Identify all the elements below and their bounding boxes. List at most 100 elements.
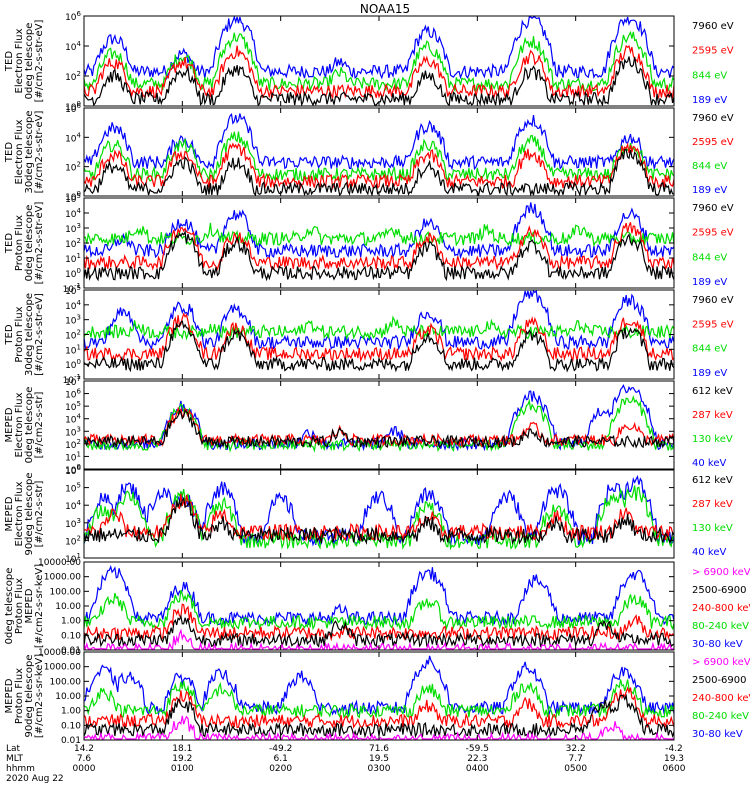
y-tick-label: 106 bbox=[65, 10, 81, 23]
y-axis-label-line: Proton Flux bbox=[14, 578, 25, 634]
y-tick-label: 101 bbox=[65, 450, 81, 463]
series-130-kev bbox=[84, 485, 674, 551]
series-group bbox=[84, 384, 674, 453]
y-tick-label: 101 bbox=[65, 552, 81, 565]
figure-title: NOAA15 bbox=[360, 2, 410, 16]
legend-240-800-kev: 240-800 keV bbox=[692, 603, 750, 614]
y-tick-label: 104 bbox=[65, 413, 81, 426]
y-axis-label-line: MEPED bbox=[24, 588, 35, 623]
y-tick-label: 104 bbox=[65, 499, 81, 512]
series-group bbox=[84, 16, 674, 106]
y-tick-label: 1000.00 bbox=[44, 663, 81, 673]
y-axis-label-line: [#/cm2-s-str-eV] bbox=[34, 202, 45, 285]
legend-844-ev: 844 eV bbox=[692, 344, 727, 355]
legend-30-80-kev: 30-80 keV bbox=[692, 639, 743, 650]
x-row-name-mlt: MLT bbox=[6, 754, 24, 764]
panel-1: 100 102 104 106 TEDElectron Flux0deg telesco… bbox=[4, 10, 734, 113]
legend-30-80-kev: 30-80 keV bbox=[692, 729, 743, 740]
y-tick-label: 101 bbox=[65, 343, 81, 356]
y-tick-label: 0.10 bbox=[61, 721, 81, 731]
y-axis-label-line: [#/cm2-s-str-eV] bbox=[34, 20, 45, 103]
y-tick-label: 106 bbox=[65, 388, 81, 401]
y-tick-label: 102 bbox=[65, 161, 81, 174]
legend-7960-ev: 7960 eV bbox=[692, 113, 734, 124]
x-row-value-lat: -49.2 bbox=[269, 744, 292, 754]
y-tick-label: 103 bbox=[65, 314, 81, 327]
x-row-value-mlt: 7.6 bbox=[77, 754, 92, 764]
series-2595-ev bbox=[84, 222, 674, 272]
series-612-kev bbox=[84, 409, 674, 449]
legend-189-ev: 189 eV bbox=[692, 277, 727, 288]
y-axis-label-line: Electron Flux bbox=[14, 119, 25, 184]
y-tick-label: 105 bbox=[65, 482, 81, 495]
y-tick-label: 107 bbox=[65, 375, 81, 388]
x-row-value-lat: 18.1 bbox=[172, 744, 192, 754]
y-tick-label: 1000.00 bbox=[44, 573, 81, 583]
legend-287-kev: 287 keV bbox=[692, 499, 733, 510]
series-844-ev bbox=[84, 222, 674, 248]
series-240-800-kev bbox=[84, 686, 674, 730]
legend-2595-ev: 2595 eV bbox=[692, 319, 734, 330]
y-tick-label: 10-1 bbox=[63, 373, 81, 386]
legend--6900-kev: > 6900 keV bbox=[692, 567, 750, 578]
y-tick-label: 104 bbox=[65, 299, 81, 312]
series-612-kev bbox=[84, 497, 674, 545]
y-axis-label-line: TED bbox=[4, 142, 15, 163]
x-row-value-hhmm: 0000 bbox=[73, 764, 96, 774]
series-group bbox=[84, 564, 674, 650]
y-tick-label: 100.00 bbox=[50, 587, 82, 597]
x-row-value-hhmm: 0400 bbox=[466, 764, 489, 774]
y-tick-label: 10.00 bbox=[55, 692, 81, 702]
y-tick-label: 101 bbox=[65, 252, 81, 265]
y-tick-label: 104 bbox=[65, 131, 81, 144]
y-tick-label: 105 bbox=[65, 400, 81, 413]
series-group bbox=[84, 112, 674, 196]
series-30-80-kev bbox=[84, 655, 674, 717]
y-axis-label-line: 90deg telescope bbox=[24, 654, 35, 737]
y-axis-label: TEDElectron Flux30deg telescope[#/cm2-s-… bbox=[4, 110, 45, 193]
y-axis-label: MEPEDElectron Flux0deg telescope[#/cm2-s… bbox=[4, 387, 45, 464]
y-axis-label-line: 30deg telescope bbox=[24, 293, 35, 376]
y-axis-label: TEDProton Flux0deg telescope[#/cm2-s-str… bbox=[4, 202, 45, 285]
legend-2595-ev: 2595 eV bbox=[692, 228, 734, 239]
panel-3: 10-1 100 101 102 103 104 105 TEDProton Flux0deg… bbox=[4, 192, 734, 295]
series-group bbox=[84, 290, 674, 373]
y-tick-label: 100.00 bbox=[50, 677, 82, 687]
y-tick-label: 102 bbox=[65, 237, 81, 250]
y-tick-label: 10-1 bbox=[63, 282, 81, 295]
legend-2595-ev: 2595 eV bbox=[692, 46, 734, 57]
legend-2500-6900: 2500-6900 bbox=[692, 585, 747, 596]
y-tick-label: 105 bbox=[65, 284, 81, 297]
y-tick-label: 103 bbox=[65, 425, 81, 438]
y-axis-label-line: Proton Flux bbox=[14, 306, 25, 362]
legend-130-kev: 130 keV bbox=[692, 523, 733, 534]
x-row-value-mlt: 19.3 bbox=[664, 754, 684, 764]
legend-40-kev: 40 keV bbox=[692, 458, 726, 469]
panel-7: 0.010.101.0010.00100.001000.0010000.000d… bbox=[4, 558, 750, 656]
series-844-ev bbox=[84, 30, 674, 93]
x-row-value-mlt: 19.2 bbox=[172, 754, 192, 764]
y-tick-label: 100 bbox=[65, 358, 81, 371]
y-axis-label-line: [#/cm2-s-str] bbox=[34, 391, 45, 458]
legend-240-800-kev: 240-800 keV bbox=[692, 693, 750, 704]
y-tick-label: 104 bbox=[65, 207, 81, 220]
legend-844-ev: 844 eV bbox=[692, 252, 727, 263]
y-axis-label-line: 0deg telescope bbox=[24, 205, 35, 282]
series-240-800-kev bbox=[84, 603, 674, 642]
x-row-value-hhmm: 0200 bbox=[269, 764, 292, 774]
y-tick-label: 102 bbox=[65, 438, 81, 451]
series-189-ev bbox=[84, 290, 674, 351]
y-axis-label-line: Electron Flux bbox=[14, 481, 25, 546]
series-7960-ev bbox=[84, 320, 674, 373]
x-row-value-lat: 14.2 bbox=[74, 744, 94, 754]
x-row-value-hhmm: 0300 bbox=[368, 764, 391, 774]
y-axis-label-line: TED bbox=[4, 233, 15, 254]
y-axis-label-line: MEPED bbox=[4, 407, 15, 442]
series-80-240-kev bbox=[84, 589, 674, 631]
series-7960-ev bbox=[84, 230, 674, 282]
x-row-value-mlt: 6.1 bbox=[274, 754, 288, 764]
y-tick-label: 100 bbox=[65, 100, 81, 113]
y-tick-label: 105 bbox=[65, 192, 81, 205]
